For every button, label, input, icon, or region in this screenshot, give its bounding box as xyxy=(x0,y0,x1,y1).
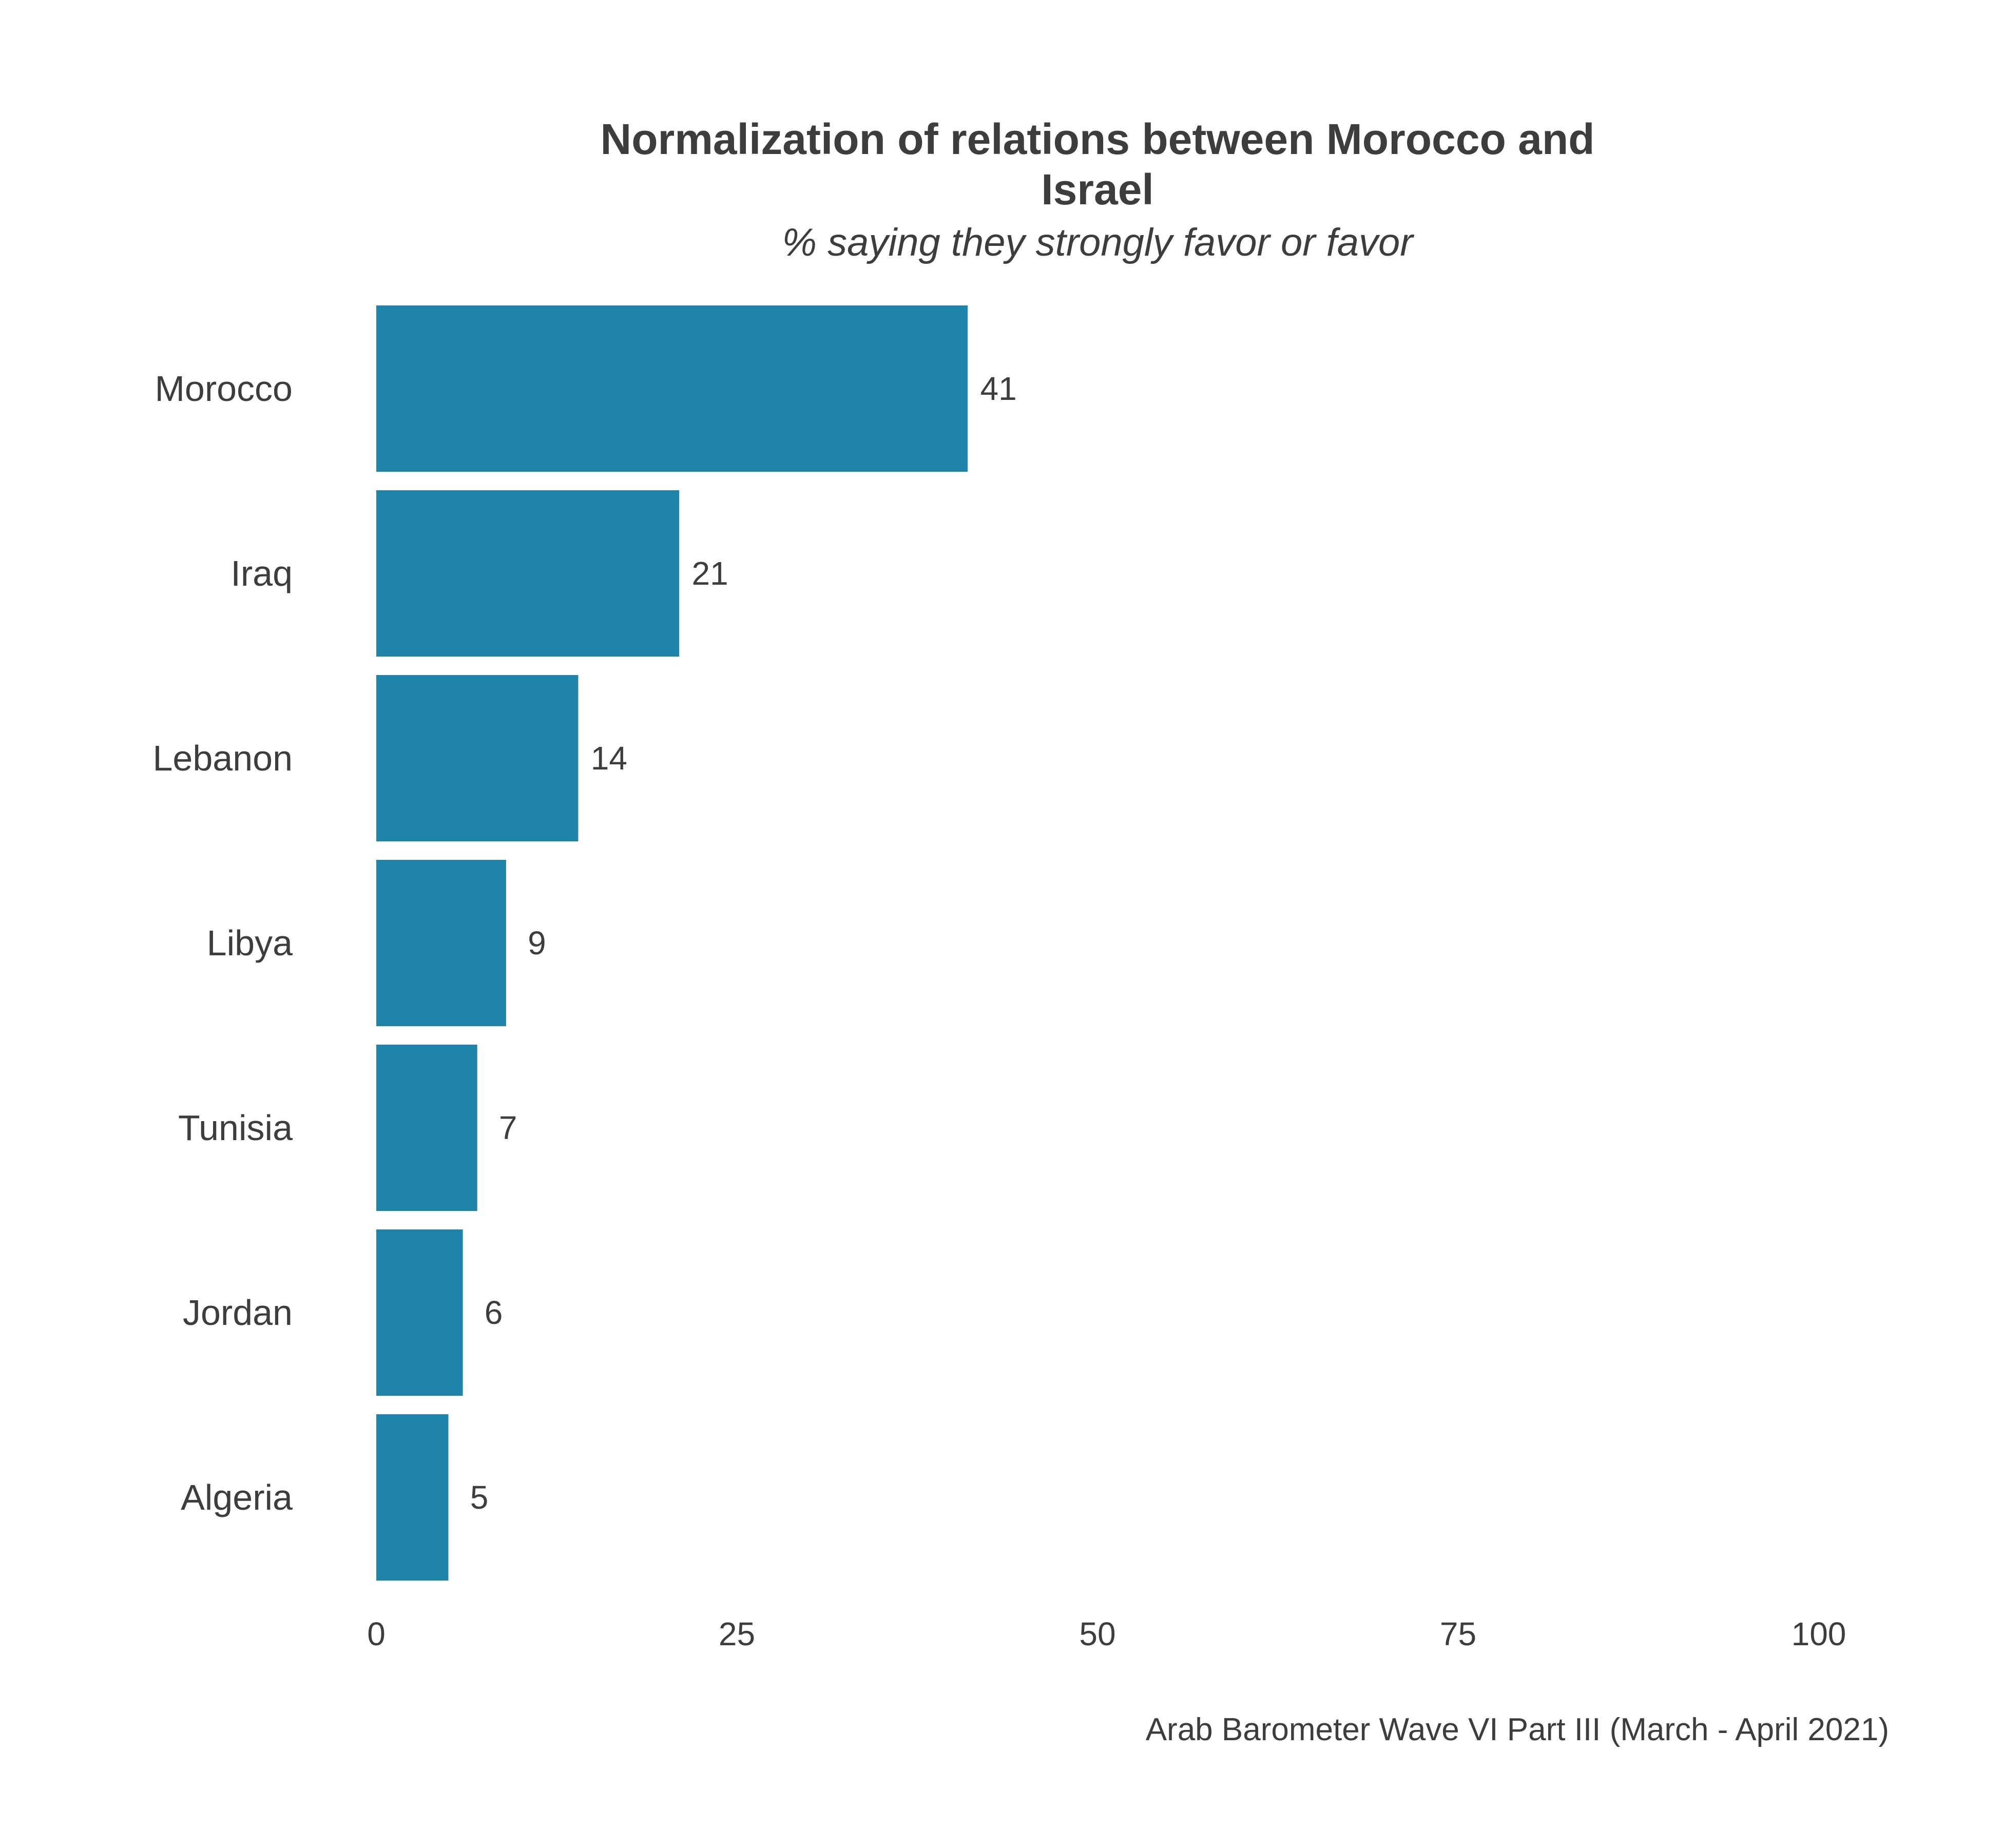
category-label-morocco: Morocco xyxy=(155,369,293,409)
value-label-iraq: 21 xyxy=(692,555,728,592)
value-label-tunisia: 7 xyxy=(499,1109,517,1146)
category-label-iraq: Iraq xyxy=(230,553,293,593)
x-tick-label-0: 0 xyxy=(367,1615,386,1652)
bar-iraq xyxy=(376,490,680,657)
x-tick-label-25: 25 xyxy=(719,1615,755,1652)
value-label-algeria: 5 xyxy=(470,1479,489,1516)
value-label-libya: 9 xyxy=(528,925,546,961)
value-labels: 41 21 14 9 7 6 5 xyxy=(470,370,1017,1516)
value-label-jordan: 6 xyxy=(485,1294,503,1331)
category-label-libya: Libya xyxy=(207,923,293,963)
bar-jordan xyxy=(376,1229,463,1396)
x-tick-label-75: 75 xyxy=(1440,1615,1476,1652)
bars-group xyxy=(376,305,968,1581)
bar-algeria xyxy=(376,1414,449,1581)
bar-libya xyxy=(376,860,506,1026)
bar-lebanon xyxy=(376,675,579,841)
chart-subtitle: % saying they strongly favor or favor xyxy=(782,221,1414,264)
chart-title-line-1: Normalization of relations between Moroc… xyxy=(601,115,1595,163)
source-caption: Arab Barometer Wave VI Part III (March -… xyxy=(1146,1712,1889,1747)
value-label-lebanon: 14 xyxy=(591,740,627,777)
category-label-jordan: Jordan xyxy=(183,1293,293,1333)
x-tick-label-50: 50 xyxy=(1079,1615,1115,1652)
chart-title-line-2: Israel xyxy=(1041,165,1154,214)
bar-tunisia xyxy=(376,1045,477,1211)
value-label-morocco: 41 xyxy=(980,370,1017,407)
category-labels: Morocco Iraq Lebanon Libya Tunisia Jordan Alge… xyxy=(152,369,293,1517)
bar-morocco xyxy=(376,305,968,472)
x-axis-ticks: 0 25 50 75 100 xyxy=(367,1615,1846,1652)
x-tick-label-100: 100 xyxy=(1792,1615,1846,1652)
category-label-algeria: Algeria xyxy=(181,1477,293,1517)
category-label-tunisia: Tunisia xyxy=(178,1108,293,1148)
category-label-lebanon: Lebanon xyxy=(152,738,293,778)
